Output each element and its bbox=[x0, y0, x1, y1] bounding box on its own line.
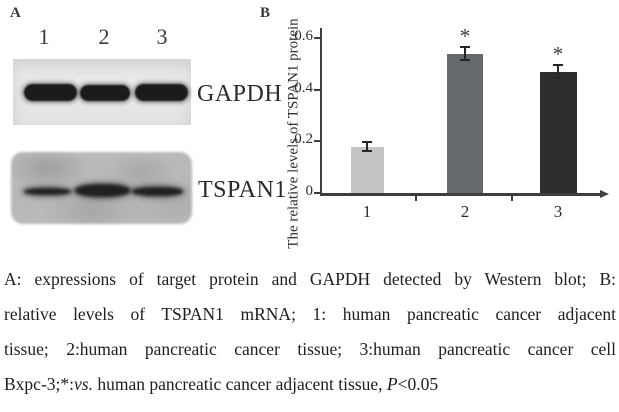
x-tick-2 bbox=[510, 194, 513, 201]
error-bar-3 bbox=[557, 64, 559, 80]
y-tick-0 bbox=[314, 192, 321, 194]
x-axis-line bbox=[320, 193, 602, 196]
y-tick-label-0: 0 bbox=[305, 183, 314, 199]
y-tick-0.6 bbox=[314, 37, 321, 40]
y-tick-0.4 bbox=[314, 88, 321, 91]
caption-line-4: Bxpc-3;*:vs. human pancreatic cancer adj… bbox=[4, 367, 616, 402]
gapdh-label: GAPDH bbox=[197, 81, 283, 107]
bar-3 bbox=[539, 71, 577, 193]
significance-star-3: * bbox=[552, 42, 564, 66]
x-tick-1 bbox=[415, 194, 417, 201]
gapdh-band-lane3 bbox=[135, 84, 188, 101]
tspan1-label: TSPAN1 bbox=[198, 177, 287, 203]
y-tick-0.2 bbox=[314, 140, 321, 143]
error-cap-bottom-3 bbox=[553, 77, 563, 80]
gapdh-blot-image bbox=[13, 59, 191, 125]
lane-label-1: 1 bbox=[38, 24, 50, 49]
x-category-label-3: 3 bbox=[553, 202, 563, 221]
tspan1-band-lane3 bbox=[132, 187, 183, 196]
x-category-label-1: 1 bbox=[362, 202, 372, 221]
caption-line4-post: <0.05 bbox=[397, 374, 439, 394]
x-category-label-2: 2 bbox=[460, 202, 470, 221]
bar-2 bbox=[447, 53, 483, 193]
error-cap-top-3 bbox=[553, 64, 563, 66]
tspan1-band-lane1 bbox=[24, 188, 71, 195]
caption-line4-vs: vs. bbox=[74, 374, 93, 394]
figure-caption: A: expressions of target protein and GAP… bbox=[4, 262, 616, 402]
panel-a-label: A bbox=[10, 5, 21, 21]
y-tick-label-0.4: 0.4 bbox=[294, 79, 313, 96]
error-bar-1 bbox=[366, 141, 368, 152]
bar-1 bbox=[350, 146, 384, 193]
lane-label-3: 3 bbox=[156, 24, 168, 49]
caption-line-3: tissue; 2:human pancreatic cancer tissue… bbox=[4, 339, 616, 359]
error-cap-top-2 bbox=[460, 45, 470, 48]
tspan1-blot-image bbox=[11, 152, 192, 224]
y-tick-label-0.6: 0.6 bbox=[294, 28, 313, 45]
y-tick-label-0.2: 0.2 bbox=[294, 131, 313, 148]
caption-line4-pre: Bxpc-3;*: bbox=[4, 374, 74, 394]
caption-line-1: A: expressions of target protein and GAP… bbox=[4, 269, 616, 289]
gapdh-band-lane2 bbox=[80, 85, 130, 101]
caption-line4-p: P bbox=[386, 374, 398, 394]
lane-label-2: 2 bbox=[98, 24, 110, 49]
error-bar-2 bbox=[464, 45, 466, 62]
tspan1-band-lane2 bbox=[75, 184, 130, 197]
caption-line4-mid: human pancreatic cancer adjacent tissue, bbox=[92, 374, 387, 394]
error-cap-bottom-1 bbox=[362, 149, 372, 152]
x-axis-arrow-icon bbox=[600, 190, 609, 198]
error-cap-top-1 bbox=[362, 141, 372, 144]
gapdh-band-lane1 bbox=[24, 84, 77, 101]
y-axis-line bbox=[320, 28, 322, 196]
panel-b-label: B bbox=[260, 5, 271, 21]
significance-star-2: * bbox=[459, 23, 471, 48]
caption-line-2: relative levels of TSPAN1 mRNA; 1: human… bbox=[4, 304, 616, 324]
error-cap-bottom-2 bbox=[460, 59, 470, 62]
